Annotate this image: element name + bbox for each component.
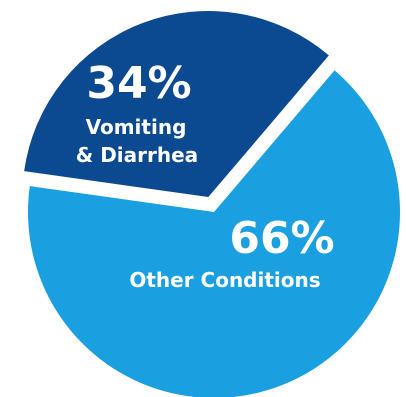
slice-percent-vomiting: 34% [86,58,191,109]
pie-slice-vomiting-diarrhea [24,11,329,198]
slice-label-vomiting: 34% Vomiting & Diarrhea [76,58,198,167]
slice-label-vomiting-line2: & Diarrhea [76,143,198,167]
slice-label-other-line1: Other Conditions [129,268,320,292]
slice-label-vomiting-line1: Vomiting [86,115,187,139]
slice-label-other: 66% Other Conditions [129,213,334,292]
pie-slice-other-conditions [28,70,400,397]
pie-slices [24,11,400,397]
slice-percent-other: 66% [229,213,334,264]
